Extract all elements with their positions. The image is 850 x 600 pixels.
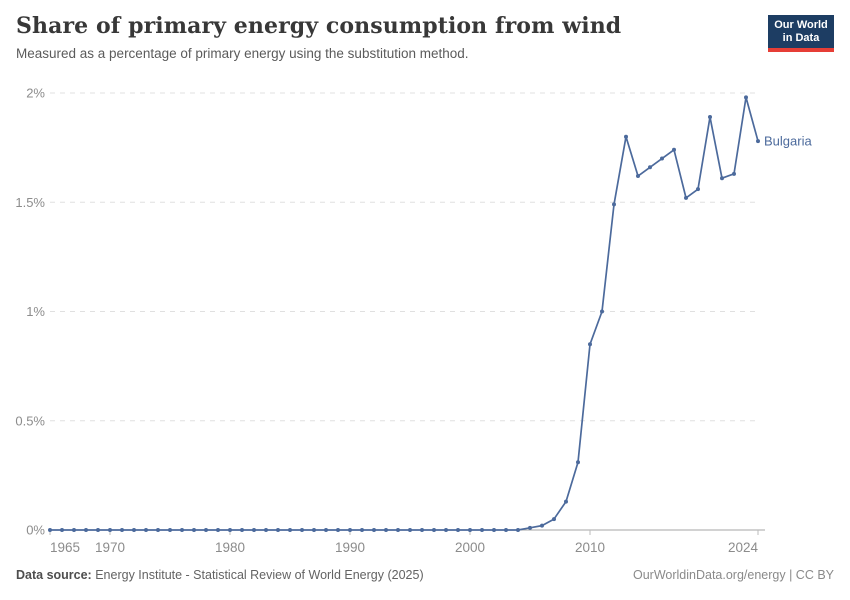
- data-point-1976: [180, 528, 184, 532]
- data-point-1979: [216, 528, 220, 532]
- data-point-1981: [240, 528, 244, 532]
- data-point-1972: [132, 528, 136, 532]
- data-point-1969: [96, 528, 100, 532]
- data-point-2010: [588, 342, 592, 347]
- series-label-bulgaria[interactable]: Bulgaria: [764, 134, 812, 149]
- x-axis-tick-label: 2010: [575, 540, 605, 555]
- data-point-1982: [252, 528, 256, 532]
- data-point-1974: [156, 528, 160, 532]
- data-point-2003: [504, 528, 508, 532]
- data-point-2008: [564, 499, 568, 504]
- data-point-1971: [120, 528, 124, 532]
- x-axis-tick-label: 1980: [215, 540, 245, 555]
- data-point-1987: [312, 528, 316, 532]
- data-point-1973: [144, 528, 148, 532]
- data-point-2017: [672, 147, 676, 152]
- data-point-2016: [660, 156, 664, 161]
- data-point-1968: [84, 528, 88, 532]
- chart-footer: Data source: Energy Institute - Statisti…: [0, 566, 850, 584]
- data-point-2001: [480, 528, 484, 532]
- data-source-text: Energy Institute - Statistical Review of…: [95, 568, 424, 582]
- chart-svg: 0% 0.5% 1% 1.5% 2% 1965 1970 1980 1990 2000 2010 20…: [15, 86, 812, 556]
- data-point-1978: [204, 528, 208, 532]
- data-point-1994: [396, 528, 400, 532]
- y-axis-tick-label: 0.5%: [15, 413, 45, 428]
- series-line-bulgaria: [49, 96, 759, 531]
- data-point-1991: [360, 528, 364, 532]
- data-point-2024: [756, 139, 760, 144]
- data-point-2019: [696, 187, 700, 192]
- data-point-1983: [264, 528, 268, 532]
- data-point-2009: [576, 460, 580, 465]
- data-point-1989: [336, 528, 340, 532]
- x-axis-tick-label: 1965: [50, 540, 80, 555]
- data-point-1967: [72, 528, 76, 532]
- data-source: Data source: Energy Institute - Statisti…: [16, 566, 424, 584]
- data-point-1988: [324, 528, 328, 532]
- x-axis-tick-label: 1970: [95, 540, 125, 555]
- data-point-2014: [636, 174, 640, 179]
- data-point-1977: [192, 528, 196, 532]
- data-point-2005: [528, 525, 532, 530]
- y-axis-tick-label: 2%: [26, 86, 45, 101]
- page-title: Share of primary energy consumption from…: [16, 13, 622, 39]
- footer-link[interactable]: OurWorldinData.org/energy | CC BY: [632, 568, 834, 582]
- x-axis-tick-label: 2024: [728, 540, 759, 555]
- data-point-1996: [420, 528, 424, 532]
- data-point-2012: [612, 202, 616, 207]
- chart-subtitle: Measured as a percentage of primary ener…: [16, 46, 469, 61]
- data-source-label: Data source:: [16, 568, 92, 582]
- data-point-2015: [648, 165, 652, 170]
- data-point-1966: [60, 528, 64, 532]
- data-point-1990: [348, 528, 352, 532]
- data-point-2002: [492, 528, 496, 532]
- chart-header: Share of primary energy consumption from…: [16, 12, 621, 62]
- data-point-1995: [408, 528, 412, 532]
- data-point-2020: [708, 115, 712, 120]
- data-point-2021: [720, 176, 724, 181]
- owid-logo-line1: Our World: [774, 18, 828, 31]
- data-point-1970: [108, 528, 112, 532]
- data-point-2007: [552, 517, 556, 522]
- data-point-1992: [372, 528, 376, 532]
- x-axis-tick-label: 2000: [455, 540, 485, 555]
- data-point-2000: [468, 528, 472, 532]
- y-axis-tick-label: 1.5%: [15, 195, 45, 210]
- y-axis-tick-label: 1%: [26, 304, 45, 319]
- data-point-1986: [300, 528, 304, 532]
- data-point-1965: [48, 528, 52, 532]
- data-point-2006: [540, 523, 544, 528]
- data-point-2013: [624, 134, 628, 139]
- data-point-2023: [744, 95, 748, 100]
- data-point-1999: [456, 528, 460, 532]
- data-point-1984: [276, 528, 280, 532]
- data-point-1980: [228, 528, 232, 532]
- data-point-2011: [600, 309, 604, 314]
- data-point-1985: [288, 528, 292, 532]
- owid-logo: Our World in Data: [768, 15, 834, 52]
- data-point-2004: [516, 528, 520, 532]
- data-point-1997: [432, 528, 436, 532]
- data-point-2022: [732, 171, 736, 176]
- data-point-1975: [168, 528, 172, 532]
- data-point-1998: [444, 528, 448, 532]
- y-axis-tick-label: 0%: [26, 523, 45, 538]
- data-point-2018: [684, 195, 688, 200]
- x-axis-tick-label: 1990: [335, 540, 365, 555]
- owid-logo-line2: in Data: [782, 31, 820, 44]
- data-point-1993: [384, 528, 388, 532]
